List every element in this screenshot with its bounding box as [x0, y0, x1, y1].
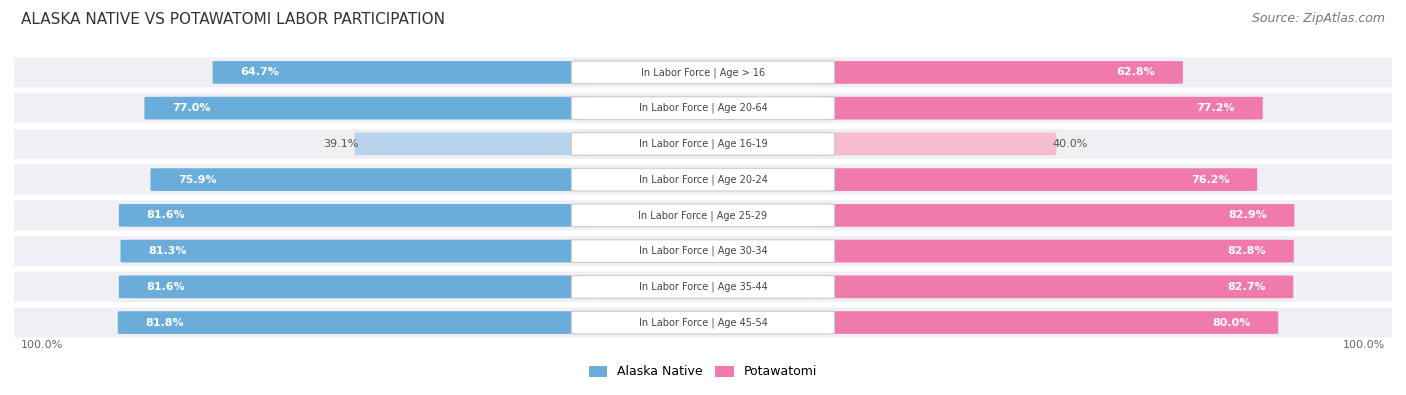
FancyBboxPatch shape	[0, 236, 1406, 266]
FancyBboxPatch shape	[0, 308, 1406, 338]
Text: In Labor Force | Age > 16: In Labor Force | Age > 16	[641, 67, 765, 78]
FancyBboxPatch shape	[121, 240, 593, 262]
Legend: Alaska Native, Potawatomi: Alaska Native, Potawatomi	[583, 360, 823, 384]
FancyBboxPatch shape	[0, 129, 1406, 159]
Text: ALASKA NATIVE VS POTAWATOMI LABOR PARTICIPATION: ALASKA NATIVE VS POTAWATOMI LABOR PARTIC…	[21, 12, 446, 27]
FancyBboxPatch shape	[813, 97, 1263, 120]
FancyBboxPatch shape	[120, 275, 593, 298]
Text: 39.1%: 39.1%	[323, 139, 359, 149]
FancyBboxPatch shape	[813, 240, 1294, 262]
Text: In Labor Force | Age 30-34: In Labor Force | Age 30-34	[638, 246, 768, 256]
FancyBboxPatch shape	[150, 168, 593, 191]
FancyBboxPatch shape	[571, 133, 835, 155]
Text: 75.9%: 75.9%	[179, 175, 217, 184]
FancyBboxPatch shape	[571, 275, 835, 298]
FancyBboxPatch shape	[0, 272, 1406, 302]
Text: In Labor Force | Age 20-64: In Labor Force | Age 20-64	[638, 103, 768, 113]
FancyBboxPatch shape	[571, 204, 835, 227]
Text: 81.6%: 81.6%	[146, 211, 186, 220]
Text: 77.2%: 77.2%	[1197, 103, 1236, 113]
Text: In Labor Force | Age 35-44: In Labor Force | Age 35-44	[638, 282, 768, 292]
Text: 100.0%: 100.0%	[21, 340, 63, 350]
Text: 76.2%: 76.2%	[1191, 175, 1230, 184]
Text: Source: ZipAtlas.com: Source: ZipAtlas.com	[1251, 12, 1385, 25]
Text: 64.7%: 64.7%	[240, 68, 278, 77]
FancyBboxPatch shape	[813, 311, 1278, 334]
FancyBboxPatch shape	[813, 275, 1294, 298]
FancyBboxPatch shape	[571, 240, 835, 262]
Text: 80.0%: 80.0%	[1212, 318, 1251, 327]
Text: 62.8%: 62.8%	[1116, 68, 1156, 77]
Text: 82.8%: 82.8%	[1227, 246, 1267, 256]
Text: 81.6%: 81.6%	[146, 282, 186, 292]
FancyBboxPatch shape	[0, 165, 1406, 195]
Text: In Labor Force | Age 45-54: In Labor Force | Age 45-54	[638, 317, 768, 328]
FancyBboxPatch shape	[212, 61, 593, 84]
Text: 100.0%: 100.0%	[1343, 340, 1385, 350]
FancyBboxPatch shape	[571, 311, 835, 334]
Text: In Labor Force | Age 20-24: In Labor Force | Age 20-24	[638, 174, 768, 185]
FancyBboxPatch shape	[813, 204, 1295, 227]
FancyBboxPatch shape	[118, 311, 593, 334]
FancyBboxPatch shape	[354, 133, 593, 155]
FancyBboxPatch shape	[571, 168, 835, 191]
FancyBboxPatch shape	[0, 200, 1406, 230]
Text: In Labor Force | Age 16-19: In Labor Force | Age 16-19	[638, 139, 768, 149]
FancyBboxPatch shape	[813, 133, 1056, 155]
Text: 77.0%: 77.0%	[172, 103, 211, 113]
FancyBboxPatch shape	[0, 57, 1406, 87]
FancyBboxPatch shape	[145, 97, 593, 120]
Text: 81.3%: 81.3%	[148, 246, 187, 256]
FancyBboxPatch shape	[571, 61, 835, 84]
FancyBboxPatch shape	[813, 168, 1257, 191]
FancyBboxPatch shape	[120, 204, 593, 227]
Text: 40.0%: 40.0%	[1052, 139, 1088, 149]
FancyBboxPatch shape	[0, 93, 1406, 123]
Text: In Labor Force | Age 25-29: In Labor Force | Age 25-29	[638, 210, 768, 221]
Text: 81.8%: 81.8%	[145, 318, 184, 327]
Text: 82.7%: 82.7%	[1227, 282, 1265, 292]
Text: 82.9%: 82.9%	[1227, 211, 1267, 220]
FancyBboxPatch shape	[571, 97, 835, 120]
FancyBboxPatch shape	[813, 61, 1182, 84]
